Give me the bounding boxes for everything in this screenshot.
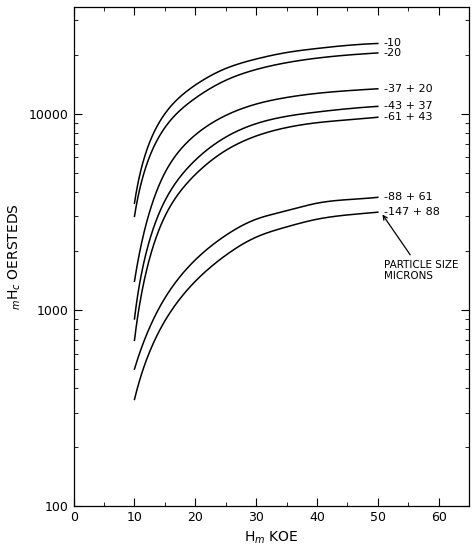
Text: -37 + 20: -37 + 20 [384,84,433,94]
Text: -10: -10 [384,39,402,49]
Text: PARTICLE SIZE
MICRONS: PARTICLE SIZE MICRONS [383,216,458,281]
Y-axis label: $_m$H$_c$ OERSTEDS: $_m$H$_c$ OERSTEDS [7,203,23,310]
X-axis label: H$_m$ KOE: H$_m$ KOE [244,530,299,546]
Text: -61 + 43: -61 + 43 [384,112,432,122]
Text: -20: -20 [384,48,402,58]
Text: -43 + 37: -43 + 37 [384,101,433,111]
Text: -88 + 61: -88 + 61 [384,192,433,202]
Text: -147 + 88: -147 + 88 [384,207,440,217]
